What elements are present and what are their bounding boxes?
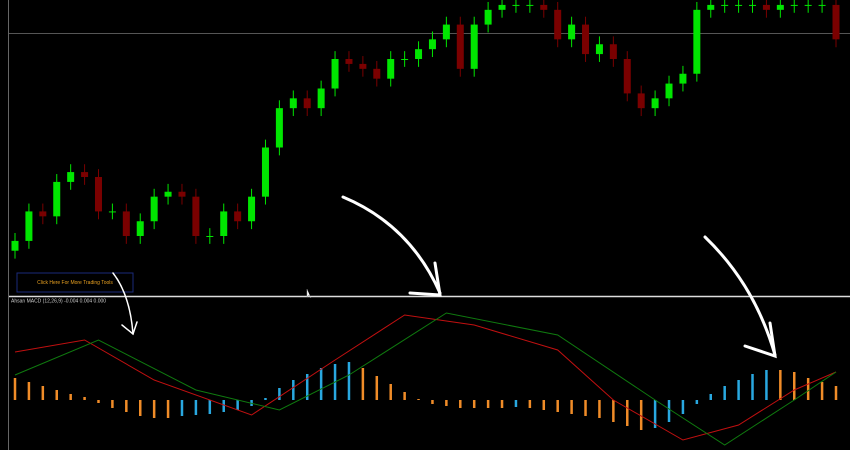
candle-body xyxy=(582,24,590,55)
candle-body xyxy=(289,98,297,109)
candle-body xyxy=(693,9,701,74)
candle-body xyxy=(164,191,172,197)
candle-body xyxy=(832,4,840,40)
candle-body xyxy=(136,221,144,236)
candle-body xyxy=(303,98,311,109)
candle-body xyxy=(526,4,534,6)
candle-body xyxy=(651,98,659,109)
candle-body xyxy=(735,4,743,6)
candle-body xyxy=(67,172,75,182)
indicator-line xyxy=(14,312,837,446)
candle-body xyxy=(637,93,645,109)
candle-body xyxy=(359,63,367,69)
arrow-head xyxy=(743,321,777,359)
candle-body xyxy=(39,211,47,217)
cursor xyxy=(306,289,312,299)
candle-body xyxy=(25,211,33,241)
candle-body xyxy=(401,59,409,60)
candle-body xyxy=(804,4,812,6)
candle-body xyxy=(470,24,478,69)
button[interactable] xyxy=(16,272,134,293)
candle-body xyxy=(665,83,673,99)
candle-body xyxy=(178,191,186,197)
candle-body xyxy=(428,39,436,50)
candle-body xyxy=(498,4,506,10)
macd-panel xyxy=(13,312,838,446)
candles xyxy=(11,0,840,259)
candle-body xyxy=(707,4,715,10)
annotation-arrows xyxy=(112,195,777,359)
candle-body xyxy=(206,236,214,237)
candle-body xyxy=(415,49,423,59)
candle-body xyxy=(234,211,242,222)
candle-body xyxy=(540,4,548,10)
candle-body xyxy=(679,73,687,84)
candle-body xyxy=(595,44,603,55)
candle-body xyxy=(331,59,339,89)
candle-body xyxy=(456,24,464,69)
candle-body xyxy=(721,4,729,6)
candle-body xyxy=(220,211,228,236)
candle-body xyxy=(108,211,116,213)
candle-body xyxy=(749,4,757,6)
candle-body xyxy=(192,196,200,236)
candle-body xyxy=(790,4,798,6)
indicator-line xyxy=(14,314,837,441)
candle-body xyxy=(609,44,617,59)
candle-body xyxy=(122,211,130,236)
candle-body xyxy=(554,9,562,40)
button-label[interactable]: Click Here For More Trading Tools xyxy=(37,280,113,286)
candle-body xyxy=(484,9,492,25)
candle-body xyxy=(387,59,395,79)
candle-body xyxy=(512,4,520,6)
candle-body xyxy=(317,88,325,109)
candle-body xyxy=(373,68,381,79)
arrow xyxy=(341,195,442,295)
candle-body xyxy=(248,196,256,222)
candle-body xyxy=(150,196,158,222)
arrow-head xyxy=(121,321,138,336)
candle-body xyxy=(11,240,19,251)
candle-body xyxy=(776,4,784,10)
candle-body xyxy=(442,24,450,40)
candle-body xyxy=(261,147,269,197)
candle-body xyxy=(345,59,353,64)
arrow-head xyxy=(408,261,442,297)
candle-body xyxy=(81,172,89,177)
candle-body xyxy=(53,181,61,217)
candle-body xyxy=(818,4,826,6)
arrow xyxy=(703,235,777,357)
candle-body xyxy=(568,24,576,40)
indicator-label: Ahsan MACD (12,26,9) -0.004 0.004 0.000 xyxy=(11,298,106,304)
arrow xyxy=(112,272,134,335)
candle-body xyxy=(623,59,631,94)
candle-body xyxy=(762,4,770,10)
candle-body xyxy=(275,108,283,148)
candle-body xyxy=(94,177,102,212)
